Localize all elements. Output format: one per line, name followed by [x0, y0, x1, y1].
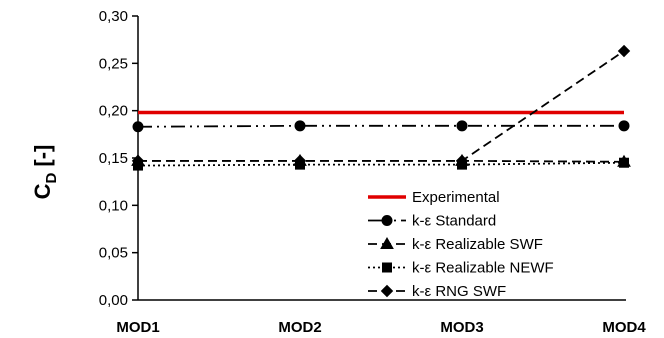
series-line	[137, 124, 624, 128]
legend-marker	[382, 262, 392, 273]
data-point	[618, 120, 630, 132]
legend-label: Experimental	[412, 189, 500, 206]
data-point	[294, 120, 306, 132]
series-line	[138, 50, 625, 162]
legend-marker	[381, 215, 393, 226]
legend-marker	[380, 284, 394, 298]
plot-area	[137, 16, 626, 301]
y-tick-label: 0,05	[99, 245, 128, 262]
legend: Experimental k-ε Standard k-ε Realizable S…	[368, 189, 554, 300]
y-axis-label-unit: [-]	[30, 145, 55, 167]
legend-label: k-ε Standard	[412, 213, 496, 230]
y-axis-label: CD [-]	[30, 145, 60, 200]
legend-entry: k-ε Standard	[368, 213, 496, 230]
x-axis-ticks: MOD1 MOD2 MOD3 MOD4	[116, 319, 646, 336]
y-tick-label: 0,20	[99, 103, 128, 120]
legend-label: k-ε RNG SWF	[412, 283, 506, 300]
y-axis-label-main: C	[30, 183, 55, 199]
legend-entry: Experimental	[368, 189, 500, 206]
legend-label: k-ε Realizable SWF	[412, 236, 543, 253]
data-point	[617, 44, 631, 58]
legend-label: k-ε Realizable NEWF	[412, 260, 554, 277]
x-tick-label: MOD2	[278, 319, 321, 336]
legend-entry: k-ε Realizable NEWF	[368, 260, 554, 277]
y-tick-label: 0,10	[99, 197, 128, 214]
legend-entry: k-ε Realizable SWF	[368, 236, 543, 253]
series-layer	[131, 44, 631, 171]
data-point	[455, 154, 469, 168]
x-tick-label: MOD1	[116, 319, 159, 336]
series-1	[132, 120, 630, 133]
data-point	[132, 121, 144, 133]
y-tick-label: 0,25	[99, 55, 128, 72]
x-tick-label: MOD3	[440, 319, 483, 336]
series-4	[131, 44, 631, 168]
data-point	[293, 154, 307, 168]
series-line	[137, 161, 625, 167]
x-tick-label: MOD4	[602, 319, 646, 336]
y-tick-label: 0,15	[99, 150, 128, 167]
legend-entry: k-ε RNG SWF	[368, 283, 506, 300]
y-axis-label-subscript: D	[43, 172, 60, 183]
data-point	[619, 157, 629, 168]
data-point	[456, 120, 468, 132]
data-point	[131, 154, 145, 168]
legend-marker	[380, 236, 394, 249]
y-axis-ticks: 0,00 0,05 0,10 0,15 0,20 0,25 0,30	[99, 8, 138, 309]
y-tick-label: 0,00	[99, 292, 128, 309]
y-tick-label: 0,30	[99, 8, 128, 25]
